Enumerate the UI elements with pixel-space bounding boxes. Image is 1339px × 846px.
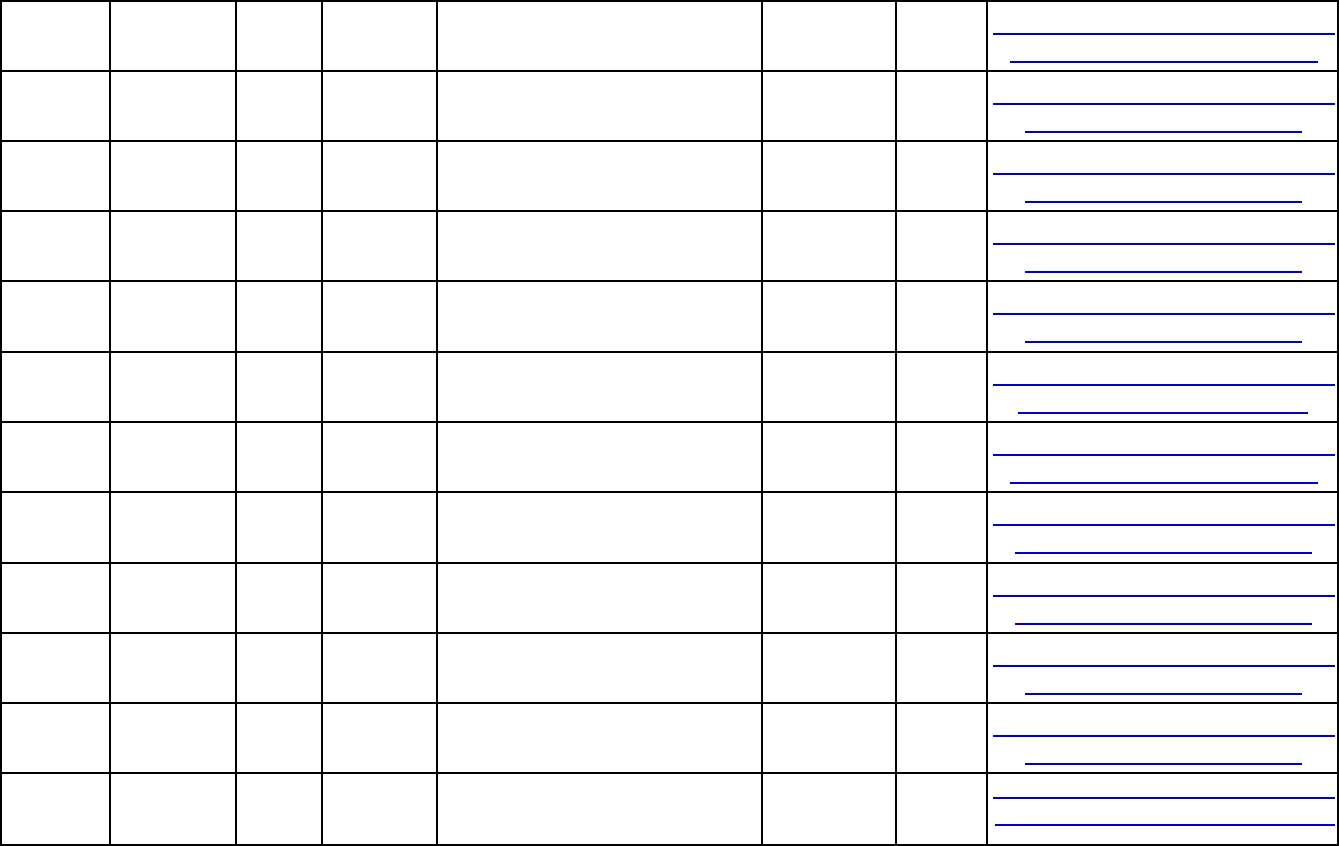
- link[interactable]: [993, 384, 1335, 414]
- link[interactable]: [993, 665, 1335, 695]
- link[interactable]: [993, 313, 1335, 343]
- link[interactable]: [993, 173, 1335, 203]
- link[interactable]: [993, 454, 1335, 484]
- link[interactable]: [993, 797, 1335, 826]
- link[interactable]: [993, 103, 1335, 133]
- link[interactable]: [993, 243, 1335, 273]
- link[interactable]: [993, 524, 1335, 554]
- link[interactable]: [993, 33, 1335, 63]
- link[interactable]: [993, 595, 1335, 625]
- link[interactable]: [993, 735, 1335, 765]
